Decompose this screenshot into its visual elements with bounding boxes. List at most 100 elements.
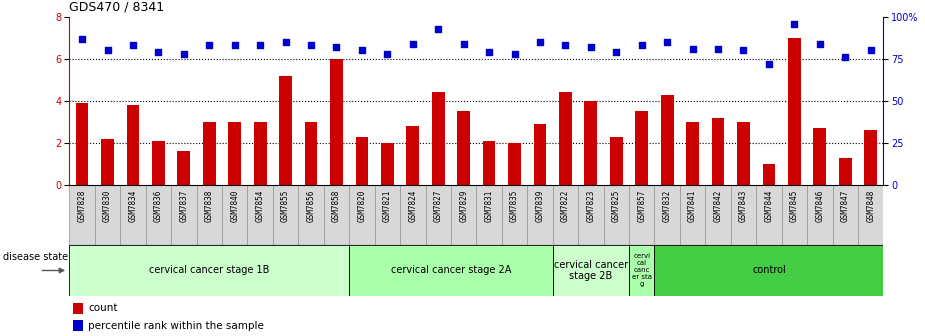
- Bar: [273, 185, 298, 245]
- Text: cervi
cal
canc
er sta
g: cervi cal canc er sta g: [632, 253, 652, 288]
- Bar: [95, 185, 120, 245]
- Text: GSM7855: GSM7855: [281, 190, 290, 222]
- Text: GSM7829: GSM7829: [459, 190, 468, 222]
- Bar: [655, 245, 883, 296]
- Bar: [146, 185, 171, 245]
- Text: GSM7843: GSM7843: [739, 190, 748, 222]
- Bar: [782, 185, 807, 245]
- Point: [100, 48, 115, 53]
- Text: GSM7835: GSM7835: [510, 190, 519, 222]
- Text: disease state: disease state: [3, 252, 68, 262]
- Bar: [839, 158, 852, 185]
- Text: GSM7857: GSM7857: [637, 190, 647, 222]
- Bar: [832, 185, 858, 245]
- Text: GDS470 / 8341: GDS470 / 8341: [69, 0, 165, 13]
- Bar: [76, 103, 89, 185]
- Text: GSM7828: GSM7828: [78, 190, 87, 222]
- Text: GSM7824: GSM7824: [408, 190, 417, 222]
- Point: [635, 43, 649, 48]
- Bar: [559, 92, 572, 185]
- Bar: [629, 185, 655, 245]
- Text: GSM7842: GSM7842: [713, 190, 722, 222]
- Point: [558, 43, 573, 48]
- Point: [380, 51, 395, 56]
- Bar: [788, 38, 801, 185]
- Point: [329, 44, 344, 50]
- Bar: [432, 92, 445, 185]
- Point: [253, 43, 267, 48]
- Text: cervical cancer stage 1B: cervical cancer stage 1B: [149, 265, 269, 276]
- Bar: [527, 185, 553, 245]
- Point: [609, 49, 623, 55]
- Text: GSM7820: GSM7820: [357, 190, 366, 222]
- Bar: [451, 185, 476, 245]
- Point: [303, 43, 318, 48]
- Text: GSM7827: GSM7827: [434, 190, 443, 222]
- Bar: [578, 185, 603, 245]
- Bar: [553, 185, 578, 245]
- Text: GSM7841: GSM7841: [688, 190, 697, 222]
- Bar: [304, 122, 317, 185]
- Text: control: control: [752, 265, 785, 276]
- Point: [75, 36, 90, 41]
- Text: GSM7844: GSM7844: [764, 190, 773, 222]
- Bar: [298, 185, 324, 245]
- Bar: [635, 111, 648, 185]
- Point: [710, 46, 725, 51]
- Bar: [355, 136, 368, 185]
- Point: [838, 54, 853, 60]
- Bar: [864, 130, 877, 185]
- Point: [584, 44, 598, 50]
- Text: GSM7847: GSM7847: [841, 190, 850, 222]
- Text: GSM7848: GSM7848: [866, 190, 875, 222]
- Point: [151, 49, 166, 55]
- Bar: [680, 185, 706, 245]
- Text: GSM7831: GSM7831: [485, 190, 494, 222]
- Bar: [706, 185, 731, 245]
- Bar: [73, 302, 83, 314]
- Bar: [762, 164, 775, 185]
- Point: [278, 39, 293, 45]
- Bar: [222, 185, 248, 245]
- Bar: [858, 185, 883, 245]
- Bar: [737, 122, 750, 185]
- Bar: [807, 185, 832, 245]
- Bar: [248, 185, 273, 245]
- Point: [660, 39, 674, 45]
- Bar: [534, 124, 547, 185]
- Bar: [585, 101, 598, 185]
- Point: [812, 41, 827, 46]
- Point: [126, 43, 141, 48]
- Bar: [508, 143, 521, 185]
- Text: GSM7834: GSM7834: [129, 190, 138, 222]
- Bar: [426, 185, 451, 245]
- Bar: [400, 185, 426, 245]
- Bar: [711, 118, 724, 185]
- Bar: [813, 128, 826, 185]
- Point: [533, 39, 548, 45]
- Text: GSM7840: GSM7840: [230, 190, 240, 222]
- Bar: [152, 141, 165, 185]
- Bar: [69, 185, 95, 245]
- Bar: [603, 185, 629, 245]
- Bar: [660, 94, 673, 185]
- Text: cervical cancer stage 2A: cervical cancer stage 2A: [390, 265, 512, 276]
- Bar: [178, 151, 191, 185]
- Text: GSM7845: GSM7845: [790, 190, 799, 222]
- Point: [228, 43, 242, 48]
- Bar: [610, 136, 623, 185]
- Text: GSM7858: GSM7858: [332, 190, 341, 222]
- Bar: [375, 185, 400, 245]
- Text: GSM7846: GSM7846: [815, 190, 824, 222]
- Bar: [476, 185, 501, 245]
- Text: percentile rank within the sample: percentile rank within the sample: [88, 321, 264, 331]
- Bar: [330, 59, 343, 185]
- Bar: [629, 245, 655, 296]
- Point: [431, 26, 446, 31]
- Text: GSM7821: GSM7821: [383, 190, 392, 222]
- Text: GSM7822: GSM7822: [561, 190, 570, 222]
- Text: GSM7854: GSM7854: [255, 190, 265, 222]
- Text: GSM7839: GSM7839: [536, 190, 545, 222]
- Text: count: count: [88, 303, 117, 313]
- Text: GSM7830: GSM7830: [103, 190, 112, 222]
